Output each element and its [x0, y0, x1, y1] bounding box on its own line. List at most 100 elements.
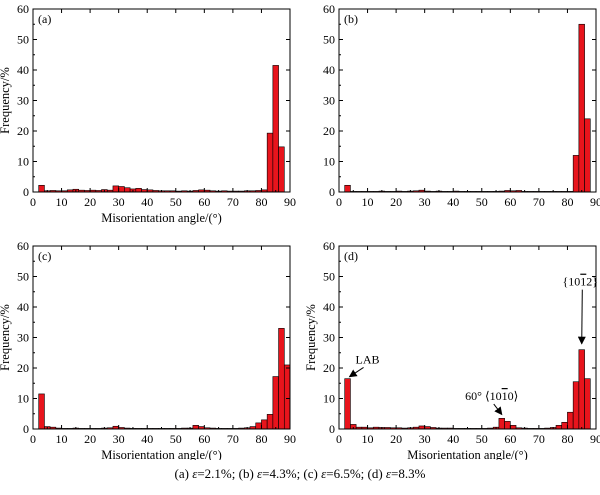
bar	[278, 146, 285, 193]
panel-c: 0 10 20 30 40 50 60 70 80 90 0 10 20 30 40 50 60 (c) Misor…	[0, 239, 296, 460]
y-tick-label: 20	[17, 361, 29, 375]
y-tick-label: 10	[323, 392, 335, 406]
x-axis-label: Misorientation angle/(°)	[407, 448, 528, 460]
bar	[344, 184, 351, 193]
bar	[572, 381, 580, 430]
figure-caption: (a) ε=2.1%; (b) ε=4.3%; (c) ε=6.5%; (d) …	[0, 466, 600, 482]
bar	[561, 421, 568, 430]
x-tick-label: 20	[84, 432, 96, 446]
bar	[344, 378, 351, 430]
y-tick-label: 30	[17, 94, 29, 108]
x-tick-label: 90	[590, 195, 600, 209]
x-tick-label: 60	[198, 432, 210, 446]
x-tick-label: 40	[447, 195, 459, 209]
x-tick-label: 0	[30, 432, 36, 446]
bar	[567, 411, 574, 430]
x-tick-label: 80	[255, 432, 267, 446]
x-tick-label: 30	[113, 432, 125, 446]
bar	[38, 184, 45, 193]
y-tick-label: 0	[23, 422, 29, 436]
bar	[266, 132, 274, 193]
plot-frame	[32, 245, 291, 430]
annotation-2-label: 60° ⟨1010⟩	[465, 389, 518, 403]
x-tick-label: 90	[284, 195, 296, 209]
y-axis-label: Frequency/%	[304, 304, 318, 371]
y-tick-label: 40	[17, 300, 29, 314]
x-tick-label: 60	[504, 195, 516, 209]
x-axis-label: Misorientation angle/(°)	[101, 448, 222, 460]
panel-b: 0 10 20 30 40 50 60 70 80 90 0 10 20 30 40 50 60 (b)	[323, 2, 600, 209]
annotation-3-label-suffix: 2}	[586, 275, 598, 289]
bar	[261, 419, 268, 430]
y-tick-label: 0	[329, 185, 335, 199]
annotation-1-label: LAB	[356, 352, 380, 366]
x-tick-label: 40	[141, 432, 153, 446]
bar	[572, 155, 580, 193]
y-tick-label: 10	[17, 392, 29, 406]
annotation-1-arrow	[348, 367, 364, 378]
plot-frame	[338, 8, 597, 193]
y-tick-label: 40	[323, 63, 335, 77]
bar	[192, 425, 199, 430]
y-tick-label: 60	[17, 2, 29, 16]
bar	[272, 376, 279, 430]
x-tick-label: 20	[390, 195, 402, 209]
bar	[510, 425, 517, 430]
y-axis-label: Frequency/%	[0, 67, 12, 134]
bar	[578, 23, 585, 193]
y-tick-label: 30	[323, 331, 335, 345]
bar	[135, 188, 142, 193]
bar	[118, 186, 125, 193]
annotation-2-label-bar: 1	[502, 389, 508, 403]
y-tick-label: 60	[323, 2, 335, 16]
y-tick-label: 40	[17, 63, 29, 77]
caption-c-value: =6.5%; (d)	[326, 466, 386, 481]
y-tick-label: 40	[323, 300, 335, 314]
caption-d-value: =8.3%	[391, 466, 426, 481]
bar	[124, 187, 131, 193]
x-tick-label: 40	[141, 195, 153, 209]
caption-b-var: ε	[257, 466, 263, 481]
bar	[498, 418, 505, 430]
x-tick-label: 10	[56, 195, 68, 209]
bar	[112, 185, 119, 193]
annotation-3-label: {1012}	[563, 275, 599, 289]
bar	[38, 393, 45, 430]
x-tick-label: 80	[255, 195, 267, 209]
bar	[283, 364, 291, 430]
x-tick-label: 70	[533, 195, 545, 209]
bar	[272, 65, 279, 193]
x-axis-label: Misorientation angle/(°)	[101, 211, 222, 225]
y-tick-label: 10	[17, 155, 29, 169]
y-axis-label: Frequency/%	[0, 304, 12, 371]
x-tick-label: 70	[227, 195, 239, 209]
x-tick-label: 0	[30, 195, 36, 209]
x-tick-label: 10	[362, 195, 374, 209]
x-tick-label: 30	[419, 195, 431, 209]
bar	[255, 422, 262, 430]
bar	[555, 425, 563, 430]
caption-a-value: =2.1%; (b)	[197, 466, 258, 481]
panel-d: 0 10 20 30 40 50 60 70 80 90 0 10 20 30 40 50 60 (d) Misor…	[304, 239, 600, 460]
bar	[584, 378, 591, 430]
y-tick-label: 60	[17, 239, 29, 253]
caption-a-label: (a)	[174, 466, 193, 481]
x-tick-label: 40	[447, 432, 459, 446]
x-tick-label: 10	[362, 432, 374, 446]
x-tick-label: 50	[476, 432, 488, 446]
caption-b-value: =4.3%; (c)	[262, 466, 322, 481]
panel-a: 0 10 20 30 40 50 60 70 80 90 0 10 20 30 40 50 60 (a) Misor…	[0, 2, 296, 225]
annotation-2-label-prefix: 60° ⟨10	[465, 389, 501, 403]
bar	[504, 421, 511, 430]
panel-label: (c)	[38, 249, 51, 263]
y-tick-label: 20	[323, 361, 335, 375]
x-tick-label: 20	[84, 195, 96, 209]
figure: 0 10 20 30 40 50 60 70 80 900102030405060(a)Misor…	[0, 2, 600, 460]
x-tick-label: 50	[170, 432, 182, 446]
x-tick-label: 60	[504, 432, 516, 446]
x-tick-label: 0	[336, 195, 342, 209]
y-tick-label: 20	[17, 124, 29, 138]
bar	[278, 328, 285, 430]
y-tick-label: 30	[17, 331, 29, 345]
plot-frame	[32, 8, 291, 193]
